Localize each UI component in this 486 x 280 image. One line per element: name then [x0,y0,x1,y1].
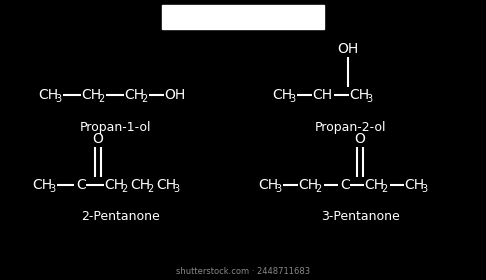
Text: CH: CH [298,178,318,192]
Text: OH: OH [337,42,359,56]
Text: CH: CH [404,178,424,192]
Text: CH: CH [130,178,150,192]
Text: 2: 2 [121,184,127,194]
Text: CH: CH [349,88,369,102]
Text: CH: CH [156,178,176,192]
Text: CH: CH [81,88,101,102]
Text: CH: CH [312,88,332,102]
Text: C: C [76,178,86,192]
Text: Positional Isomerism: Positional Isomerism [154,10,332,25]
Text: 2: 2 [98,94,104,104]
Text: CH: CH [258,178,278,192]
Text: 3: 3 [173,184,179,194]
Text: CH: CH [364,178,384,192]
Text: O: O [92,132,104,146]
Text: 3: 3 [55,94,61,104]
Text: 3: 3 [289,94,295,104]
Text: OH: OH [164,88,185,102]
Text: 2: 2 [141,94,147,104]
Text: CH: CH [104,178,124,192]
Text: 3-Pentanone: 3-Pentanone [321,211,399,223]
Text: CH: CH [38,88,58,102]
Text: Propan-2-ol: Propan-2-ol [314,120,386,134]
Text: 2: 2 [147,184,153,194]
Text: 3: 3 [49,184,55,194]
Text: CH: CH [124,88,144,102]
Text: O: O [355,132,365,146]
Text: 2: 2 [315,184,321,194]
Text: C: C [340,178,350,192]
Text: CH: CH [272,88,292,102]
Text: Propan-1-ol: Propan-1-ol [79,120,151,134]
Text: 2: 2 [381,184,387,194]
Text: CH: CH [32,178,52,192]
Text: 3: 3 [421,184,427,194]
FancyBboxPatch shape [162,5,324,29]
Text: 2-Pentanone: 2-Pentanone [81,211,159,223]
Text: 3: 3 [366,94,372,104]
Text: 3: 3 [275,184,281,194]
Text: shutterstock.com · 2448711683: shutterstock.com · 2448711683 [176,267,310,277]
